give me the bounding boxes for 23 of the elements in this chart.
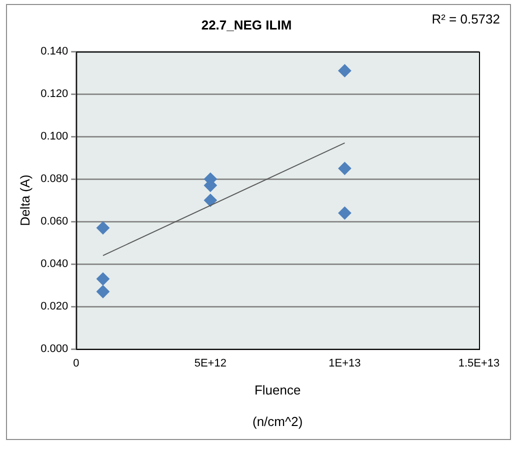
x-tick-label: 1.5E+13 (458, 358, 500, 370)
y-tick-label: 0.140 (40, 46, 68, 58)
chart-title: 22.7_NEG ILIM (201, 17, 292, 32)
point (338, 162, 352, 175)
x-tick-label: 5E+12 (194, 358, 226, 370)
y-tick-label: 0.020 (40, 300, 68, 313)
y-tick-label: 0.080 (40, 173, 68, 186)
y-tick-label: 0.040 (40, 258, 68, 270)
x-tick-label: 0 (73, 358, 80, 370)
y-tick-label: 0.060 (40, 216, 68, 228)
point (338, 206, 352, 220)
point (96, 285, 110, 298)
y-tick-label: 0.120 (40, 88, 68, 100)
x-tick-label: 1E+13 (328, 358, 361, 370)
text: Fluence (n/cm^2) (252, 382, 303, 429)
y-tick-label: 0.000 (40, 343, 68, 356)
point (96, 221, 110, 234)
text: R² = 0.5732 (432, 12, 500, 27)
point (338, 64, 352, 78)
point (96, 272, 110, 286)
point (204, 194, 217, 207)
y-axis-title: Delta (A) (17, 174, 32, 226)
y-tick-label: 0.100 (40, 130, 68, 143)
